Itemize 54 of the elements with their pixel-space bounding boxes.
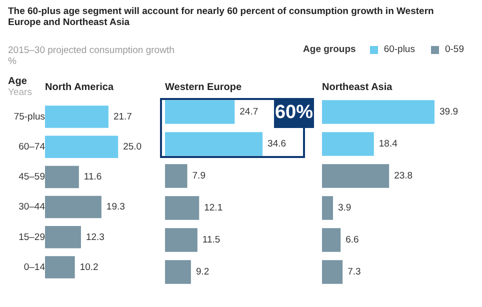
data-label: 21.7 <box>113 111 132 122</box>
bar <box>322 196 333 220</box>
y-axis-title: Age <box>8 76 27 87</box>
data-label: 9.2 <box>196 266 210 278</box>
y-tick-label: 30–44 <box>18 202 45 213</box>
bar <box>45 166 79 188</box>
bar <box>165 164 188 188</box>
y-tick-label: 60–74 <box>18 141 45 152</box>
chart-title: Western Europe <box>165 82 242 93</box>
data-label: 7.9 <box>192 170 206 182</box>
data-label: 11.6 <box>84 172 102 183</box>
text: % <box>8 56 18 68</box>
data-label: 34.6 <box>268 138 286 150</box>
y-tick-label: 75-plus <box>14 111 46 122</box>
data-label: 24.7 <box>240 106 258 118</box>
bar <box>45 106 108 128</box>
bar <box>165 228 198 252</box>
data-label: 3.9 <box>338 202 352 214</box>
text: 2015–30 projected consumption growth <box>8 45 174 56</box>
bar <box>165 260 191 284</box>
bar <box>165 100 235 124</box>
chart-title: Northeast Asia <box>322 82 392 93</box>
data-label: 18.4 <box>378 138 398 150</box>
data-label: 25.0 <box>123 141 142 152</box>
data-label: 12.1 <box>204 202 223 214</box>
bar <box>45 196 102 218</box>
text: 60% <box>274 98 314 128</box>
y-tick-label: 45–59 <box>18 172 45 183</box>
bar <box>322 100 434 124</box>
legend-title: Age groups <box>303 44 356 55</box>
bar <box>45 256 75 278</box>
bar <box>165 196 200 220</box>
legend-label: 60-plus <box>384 44 415 55</box>
bar <box>165 132 263 156</box>
chart-title: North America <box>45 82 114 93</box>
data-label: 11.5 <box>202 234 220 246</box>
text: The 60-plus age segment will account for nearly 60 percent of consumption growth in Western Europe and Northeast Asia <box>8 6 435 29</box>
bar <box>322 164 390 188</box>
bar <box>322 228 341 252</box>
data-label: 19.3 <box>106 202 125 213</box>
bar <box>45 136 118 158</box>
y-tick-label: 0–14 <box>24 262 45 273</box>
data-label: 7.3 <box>348 266 361 278</box>
data-label: 10.2 <box>80 262 98 273</box>
data-label: 23.8 <box>394 170 413 182</box>
bar <box>322 260 343 284</box>
bar <box>322 132 374 156</box>
text: Years <box>8 87 32 98</box>
data-label: 12.3 <box>86 232 104 243</box>
data-label: 6.6 <box>346 234 359 246</box>
bar <box>45 226 81 248</box>
y-tick-label: 15–29 <box>18 232 45 243</box>
legend-label: 0-59 <box>444 44 464 55</box>
data-label: 39.9 <box>440 106 458 118</box>
